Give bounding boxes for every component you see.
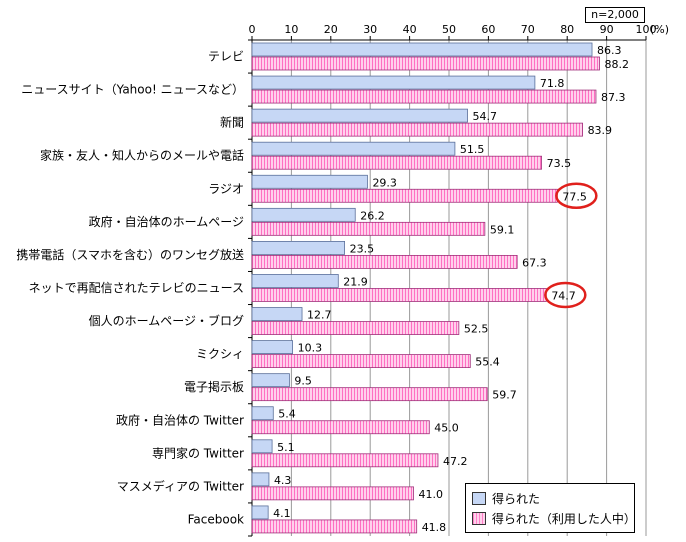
x-tick-label: 20 <box>324 23 338 36</box>
bar-series2 <box>251 387 488 402</box>
x-axis-unit: (%) <box>650 23 669 36</box>
legend-label-series1: 得られた <box>492 491 541 506</box>
bar-series1 <box>251 274 339 288</box>
bar-series2 <box>251 321 460 335</box>
value-label-series2: 41.8 <box>422 521 447 534</box>
value-label-series2: 45.0 <box>434 422 459 435</box>
value-label-series1: 51.5 <box>460 143 485 156</box>
legend-swatch-series1 <box>472 491 486 505</box>
bar-series2 <box>251 354 471 369</box>
category-label: 電子掲示板 <box>184 379 244 394</box>
x-tick-label: 0 <box>249 23 256 36</box>
x-tick-label: 90 <box>600 23 614 36</box>
bar-series2 <box>251 122 583 137</box>
bar-series2 <box>251 155 542 170</box>
value-label-series2: 83.9 <box>588 124 613 137</box>
x-tick-label: 40 <box>403 23 417 36</box>
category-label: 政府・自治体の Twitter <box>116 412 244 427</box>
x-tick-label: 30 <box>363 23 377 36</box>
bar-series1 <box>251 373 290 388</box>
legend-item-series1: 得られた <box>472 490 540 506</box>
category-label: ニュースサイト（Yahoo! ニュースなど） <box>21 83 244 97</box>
bar-series2 <box>251 56 600 71</box>
category-label: 個人のホームページ・ブログ <box>89 313 244 328</box>
category-label: 専門家の Twitter <box>152 445 244 460</box>
legend: 得られた 得られた（利用した人中） <box>465 483 636 533</box>
x-tick-label: 70 <box>521 23 535 36</box>
bar-series1 <box>251 75 536 90</box>
bar-series2 <box>251 420 430 435</box>
category-label: Facebook <box>188 512 244 526</box>
category-label: ネットで再配信されたテレビのニュース <box>29 281 244 295</box>
category-label: テレビ <box>208 50 244 64</box>
value-label-series2: 47.2 <box>443 455 468 468</box>
sample-size-note: n=2,000 <box>585 7 645 23</box>
value-label-series2: 74.7 <box>551 289 576 302</box>
bar-series2 <box>251 221 486 236</box>
value-label-series1: 4.1 <box>273 507 291 520</box>
bar-series2 <box>251 453 439 468</box>
bar-series2 <box>251 486 414 501</box>
value-label-series1: 23.5 <box>350 242 375 255</box>
value-label-series1: 54.7 <box>473 110 498 123</box>
value-label-series2: 87.3 <box>601 91 626 104</box>
category-label: 携帯電話（スマホを含む）のワンセグ放送 <box>16 247 244 262</box>
bar-series1 <box>251 406 274 421</box>
value-label-series1: 29.3 <box>372 176 397 189</box>
bar-series2 <box>251 254 518 269</box>
bar-series1 <box>251 340 293 355</box>
value-label-series1: 5.1 <box>277 441 295 454</box>
bar-series1 <box>251 42 593 57</box>
bar-series1 <box>251 207 356 222</box>
value-label-series1: 21.9 <box>343 275 368 288</box>
x-tick-label: 50 <box>442 23 456 36</box>
value-label-series1: 4.3 <box>274 474 292 487</box>
legend-label-series2: 得られた（利用した人中） <box>491 511 636 526</box>
category-label: ミクシィ <box>196 347 244 361</box>
bar-series2 <box>251 288 547 302</box>
bar-series1 <box>251 240 345 255</box>
value-label-series2: 55.4 <box>475 356 500 369</box>
value-label-series2: 41.0 <box>419 488 444 501</box>
value-label-series2: 73.5 <box>547 157 572 170</box>
value-label-series2: 59.1 <box>490 223 515 236</box>
value-label-series2: 52.5 <box>464 323 489 336</box>
bar-series1 <box>251 141 456 156</box>
bar-series2 <box>251 89 597 104</box>
value-label-series1: 9.5 <box>294 375 312 388</box>
bar-series1 <box>251 505 269 520</box>
highlight-circle <box>544 281 587 309</box>
bar-series1 <box>251 174 368 189</box>
category-label: 政府・自治体のホームページ <box>89 214 244 229</box>
x-tick-label: 10 <box>284 23 298 36</box>
value-label-series2: 88.2 <box>605 58 630 71</box>
value-label-series1: 10.3 <box>298 342 323 355</box>
x-tick-label: 60 <box>481 23 495 36</box>
value-label-series1: 86.3 <box>597 44 622 57</box>
bar-series1 <box>251 108 468 123</box>
bar-series2 <box>251 188 558 203</box>
x-tick-label: 80 <box>560 23 574 36</box>
category-label: マスメディアの Twitter <box>117 478 244 493</box>
bar-series2 <box>251 519 418 534</box>
category-label: ラジオ <box>208 182 244 196</box>
bar-series1 <box>251 307 303 321</box>
value-label-series2: 67.3 <box>522 256 547 269</box>
bar-series1 <box>251 472 270 487</box>
category-label: 家族・友人・知人からのメールや電話 <box>40 148 244 163</box>
category-label: 新聞 <box>220 115 244 130</box>
value-label-series1: 71.8 <box>540 77 565 90</box>
value-label-series2: 77.5 <box>562 190 587 203</box>
value-label-series1: 12.7 <box>307 309 332 322</box>
highlight-circle <box>555 182 598 210</box>
legend-item-series2: 得られた（利用した人中） <box>472 510 636 526</box>
legend-swatch-series2 <box>472 511 486 525</box>
value-label-series1: 5.4 <box>278 408 296 421</box>
bar-series1 <box>251 439 273 454</box>
value-label-series1: 26.2 <box>360 209 385 222</box>
value-label-series2: 59.7 <box>492 389 517 402</box>
x-tick-label: 100 <box>636 23 657 36</box>
